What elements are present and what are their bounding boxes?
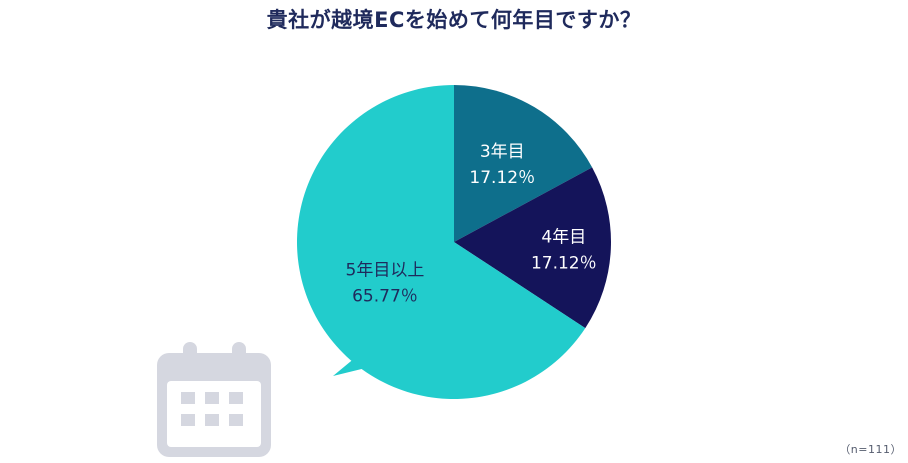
slice-value-label: 17.12％ [531,254,597,274]
slice-label: 4年目 [541,228,586,248]
pie-slice [454,85,593,242]
pie-slice [297,85,586,399]
pie-slice [454,167,611,329]
slice-label: 3年目 [480,142,525,162]
chart-title: 貴社が越境ECを始めて何年目ですか？ [266,8,642,32]
slice-value-label: 65.77％ [352,286,418,306]
slice-label: 5年目以上 [346,260,425,280]
slice-value-label: 17.12％ [469,168,535,188]
sample-size-note: （n=111） [839,443,902,456]
